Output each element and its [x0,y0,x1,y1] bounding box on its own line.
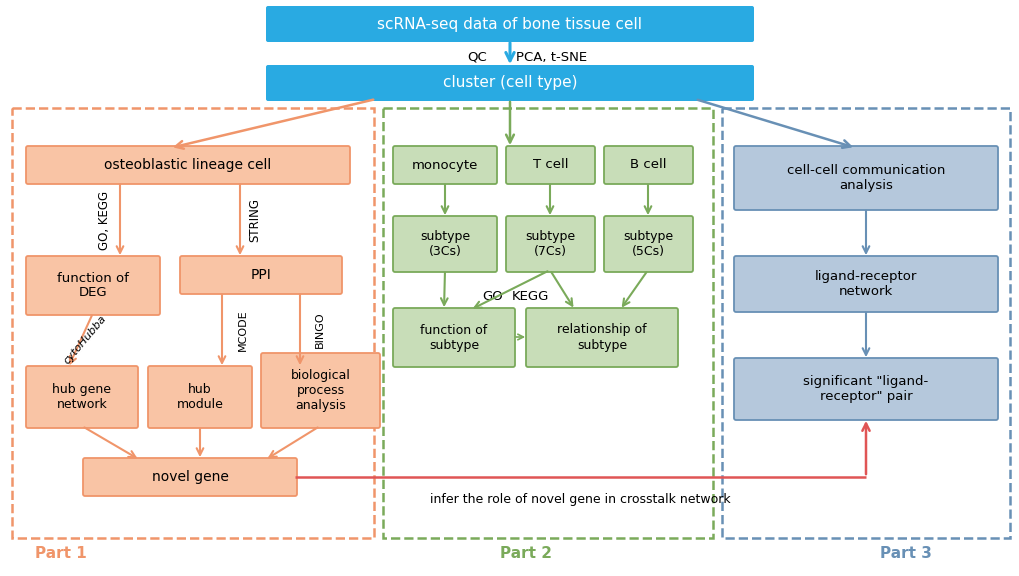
Text: hub gene
network: hub gene network [52,383,111,411]
Text: novel gene: novel gene [152,470,228,484]
Text: MCODE: MCODE [237,309,248,351]
FancyBboxPatch shape [148,366,252,428]
Text: subtype
(3Cs): subtype (3Cs) [420,230,470,258]
FancyBboxPatch shape [266,6,753,42]
FancyBboxPatch shape [261,353,380,428]
Text: BINGO: BINGO [315,312,325,348]
Text: function of
subtype: function of subtype [420,324,487,351]
Text: osteoblastic lineage cell: osteoblastic lineage cell [104,158,271,172]
FancyBboxPatch shape [505,216,594,272]
Bar [12,108,374,538]
Text: QC: QC [467,51,486,63]
Text: KEGG: KEGG [511,290,548,302]
Text: scRNA-seq data of bone tissue cell: scRNA-seq data of bone tissue cell [377,17,642,32]
Text: Part 3: Part 3 [879,547,931,562]
FancyBboxPatch shape [603,216,692,272]
Text: infer the role of novel gene in crosstalk network: infer the role of novel gene in crosstal… [429,494,730,506]
Text: B cell: B cell [630,158,666,172]
FancyBboxPatch shape [25,366,138,428]
FancyBboxPatch shape [25,256,160,315]
Text: cell-cell communication
analysis: cell-cell communication analysis [786,164,945,192]
Text: cytoHubba: cytoHubba [62,314,108,366]
FancyBboxPatch shape [734,256,997,312]
Text: STRING: STRING [249,198,261,242]
Text: GO: GO [482,290,503,302]
FancyBboxPatch shape [392,308,515,367]
Text: T cell: T cell [532,158,568,172]
Text: PCA, t-SNE: PCA, t-SNE [516,51,587,63]
Text: Part 2: Part 2 [499,547,551,562]
FancyBboxPatch shape [25,146,350,184]
Text: ligand-receptor
network: ligand-receptor network [814,270,916,298]
Text: subtype
(7Cs): subtype (7Cs) [525,230,575,258]
FancyBboxPatch shape [603,146,692,184]
FancyBboxPatch shape [734,358,997,420]
Text: Part 1: Part 1 [35,547,87,562]
FancyBboxPatch shape [179,256,341,294]
FancyBboxPatch shape [526,308,678,367]
FancyBboxPatch shape [266,65,753,101]
Text: significant "ligand-
receptor" pair: significant "ligand- receptor" pair [803,375,927,403]
Bar [721,108,1009,538]
Text: hub
module: hub module [176,383,223,411]
Text: function of
DEG: function of DEG [57,271,128,300]
Text: monocyte: monocyte [412,158,478,172]
Bar [382,108,712,538]
FancyBboxPatch shape [392,146,496,184]
FancyBboxPatch shape [734,146,997,210]
Text: relationship of
subtype: relationship of subtype [556,324,646,351]
Text: GO, KEGG: GO, KEGG [99,191,111,249]
FancyBboxPatch shape [505,146,594,184]
Text: subtype
(5Cs): subtype (5Cs) [623,230,673,258]
Text: biological
process
analysis: biological process analysis [290,369,351,412]
FancyBboxPatch shape [392,216,496,272]
Text: PPI: PPI [251,268,271,282]
FancyBboxPatch shape [83,458,297,496]
Text: cluster (cell type): cluster (cell type) [442,75,577,90]
